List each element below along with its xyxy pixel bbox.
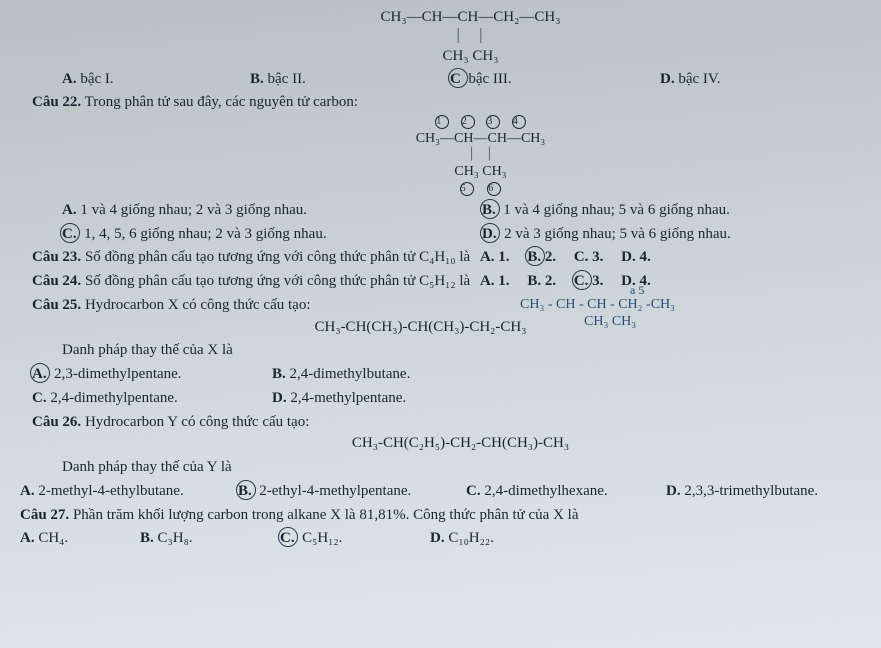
structure-top: CH₃—CH—CH—CH₂—CH₃ ｜ ｜ CH₃ CH₃ (80, 8, 861, 67)
hand-line: CH₃ - CH - CH - CH₂ -CH₃ (520, 297, 675, 314)
q22-A-label: A. (62, 202, 77, 218)
num-2: 2 (461, 115, 475, 129)
q25-B-label: B. (272, 366, 286, 382)
q22-A-text: 1 và 4 giống nhau; 2 và 3 giống nhau. (80, 202, 307, 218)
q22-D-text: 2 và 3 giống nhau; 5 và 6 giống nhau. (504, 226, 731, 242)
q22-struct-line2: CH₃ CH₃ (100, 164, 861, 181)
q21-A-text: bậc I. (80, 71, 113, 87)
q25-D-text: 2,4-methylpentane. (290, 390, 406, 406)
q27-line: Câu 27. Phần trăm khối lượng carbon tron… (20, 505, 861, 527)
q25-opts-row2: C. 2,4-dimethylpentane. D. 2,4-methylpen… (20, 388, 861, 410)
q24-line: Câu 24. Số đồng phân cấu tạo tương ứng v… (20, 271, 861, 293)
num-4: 4 (512, 115, 526, 129)
q26-B-text: 2-ethyl-4-methylpentane. (259, 483, 411, 499)
q26-opts: A. 2-methyl-4-ethylbutane. B. 2-ethyl-4-… (20, 481, 861, 503)
q22-B-label: B. (482, 200, 496, 222)
q26-text: Hydrocarbon Y có công thức cấu tạo: (85, 414, 309, 430)
num-6: 6 (487, 182, 501, 196)
num-1: 1 (435, 115, 449, 129)
q27-opts: A. CH₄. B. C₃H₈. C. C₅H₁₂. D. C₁₀H₂₂. (20, 528, 861, 550)
q21-D-label: D. (660, 71, 675, 87)
q27-A-label: A. (20, 530, 35, 546)
q25-B-text: 2,4-dimethylbutane. (290, 366, 411, 382)
q23-D: D. 4. (621, 249, 651, 265)
q22-struct-bonds: ｜ ｜ (100, 148, 861, 165)
q24-A: A. 1. (480, 273, 510, 289)
q25-prefix: Câu 25. (32, 297, 81, 313)
q25-line: Câu 25. Hydrocarbon X có công thức cấu t… (20, 295, 861, 317)
q26-C-text: 2,4-dimethylhexane. (484, 483, 607, 499)
q26-line: Câu 26. Hydrocarbon Y có công thức cấu t… (20, 412, 861, 434)
q21-A-label: A. (62, 71, 77, 87)
q21-B-label: B. (250, 71, 264, 87)
q22-line: Câu 22. Trong phân tử sau đây, các nguyê… (20, 92, 861, 114)
q22-B-text: 1 và 4 giống nhau; 5 và 6 giống nhau. (503, 202, 730, 218)
q26-A-text: 2-methyl-4-ethylbutane. (38, 483, 183, 499)
q21-C-text: bậc III. (468, 71, 511, 87)
q21-B-text: bậc II. (268, 71, 306, 87)
q24-prefix: Câu 24. (32, 273, 81, 289)
q26-D-label: D. (666, 483, 681, 499)
num-5: 5 (460, 182, 474, 196)
num-3: 3 (486, 115, 500, 129)
hand-subs: CH₃ CH₃ (520, 314, 675, 331)
q21-options: A. bậc I. B. bậc II. C bậc III. D. bậc I… (20, 69, 861, 91)
struct-line2: CH₃ CH₃ (80, 47, 861, 67)
q22-D-label: D. (482, 224, 497, 246)
q26-prefix: Câu 26. (32, 414, 81, 430)
q26-formula: CH₃-CH(C₂H₅)-CH₂-CH(CH₃)-CH₃ (60, 433, 861, 455)
q27-prefix: Câu 27. (20, 507, 69, 523)
q26-sub: Danh pháp thay thế của Y là (20, 457, 861, 479)
q27-B-text: C₃H₈. (158, 530, 193, 546)
struct-bonds: ｜ ｜ (80, 28, 861, 48)
q27-B-label: B. (140, 530, 154, 546)
hand-nums: a 5 (520, 283, 675, 297)
q25-C-label: C. (32, 390, 47, 406)
q22-C-label: C. (62, 224, 77, 246)
q23-C: C. 3. (574, 249, 604, 265)
q23-A: A. 1. (480, 249, 510, 265)
q26-D-text: 2,3,3-trimethylbutane. (684, 483, 818, 499)
q27-C-text: C₅H₁₂. (302, 530, 342, 546)
q27-D-label: D. (430, 530, 445, 546)
q21-C-label: C (450, 69, 461, 91)
q23-prefix: Câu 23. (32, 249, 81, 265)
q27-text: Phần trăm khối lượng carbon trong alkane… (73, 507, 579, 523)
struct-line1: CH₃—CH—CH—CH₂—CH₃ (80, 8, 861, 28)
q25-C-text: 2,4-dimethylpentane. (50, 390, 177, 406)
q25-A-text: 2,3-dimethylpentane. (54, 366, 181, 382)
q22-structure: 1 2 3 4 CH₃—CH—CH—CH₃ ｜ ｜ CH₃ CH₃ 5 6 (100, 114, 861, 198)
q22-struct-line1: CH₃—CH—CH—CH₃ (100, 131, 861, 148)
q25-sub: Danh pháp thay thế của X là (20, 340, 861, 362)
q25-D-label: D. (272, 390, 287, 406)
q22-opts-row1: A. 1 và 4 giống nhau; 2 và 3 giống nhau.… (20, 200, 861, 222)
q26-C-label: C. (466, 483, 481, 499)
q21-D-text: bậc IV. (678, 71, 720, 87)
q23-line: Câu 23. Số đồng phân cấu tạo tương ứng v… (20, 247, 861, 269)
q23-text: Số đồng phân cấu tạo tương ứng với công … (85, 249, 470, 265)
handwriting-q25: a 5 CH₃ - CH - CH - CH₂ -CH₃ CH₃ CH₃ (520, 283, 675, 331)
q24-text: Số đồng phân cấu tạo tương ứng với công … (85, 273, 470, 289)
q26-B-label: B. (238, 481, 252, 503)
q26-A-label: A. (20, 483, 35, 499)
q22-C-text: 1, 4, 5, 6 giống nhau; 2 và 3 giống nhau… (84, 226, 326, 242)
q27-D-text: C₁₀H₂₂. (448, 530, 494, 546)
q23-B: B. 2. (527, 247, 556, 269)
q22-prefix: Câu 22. (32, 94, 81, 110)
q25-formula: CH₃-CH(CH₃)-CH(CH₃)-CH₂-CH₃ (0, 317, 861, 339)
q22-opts-row2: C. 1, 4, 5, 6 giống nhau; 2 và 3 giống n… (20, 224, 861, 246)
q25-text: Hydrocarbon X có công thức cấu tạo: (85, 297, 311, 313)
q27-C-label: C. (280, 528, 295, 550)
q25-opts-row1: A. 2,3-dimethylpentane. B. 2,4-dimethylb… (20, 364, 861, 386)
q25-A-label: A. (32, 364, 47, 386)
q22-text: Trong phân tử sau đây, các nguyên tử car… (85, 94, 358, 110)
q27-A-text: CH₄. (38, 530, 68, 546)
